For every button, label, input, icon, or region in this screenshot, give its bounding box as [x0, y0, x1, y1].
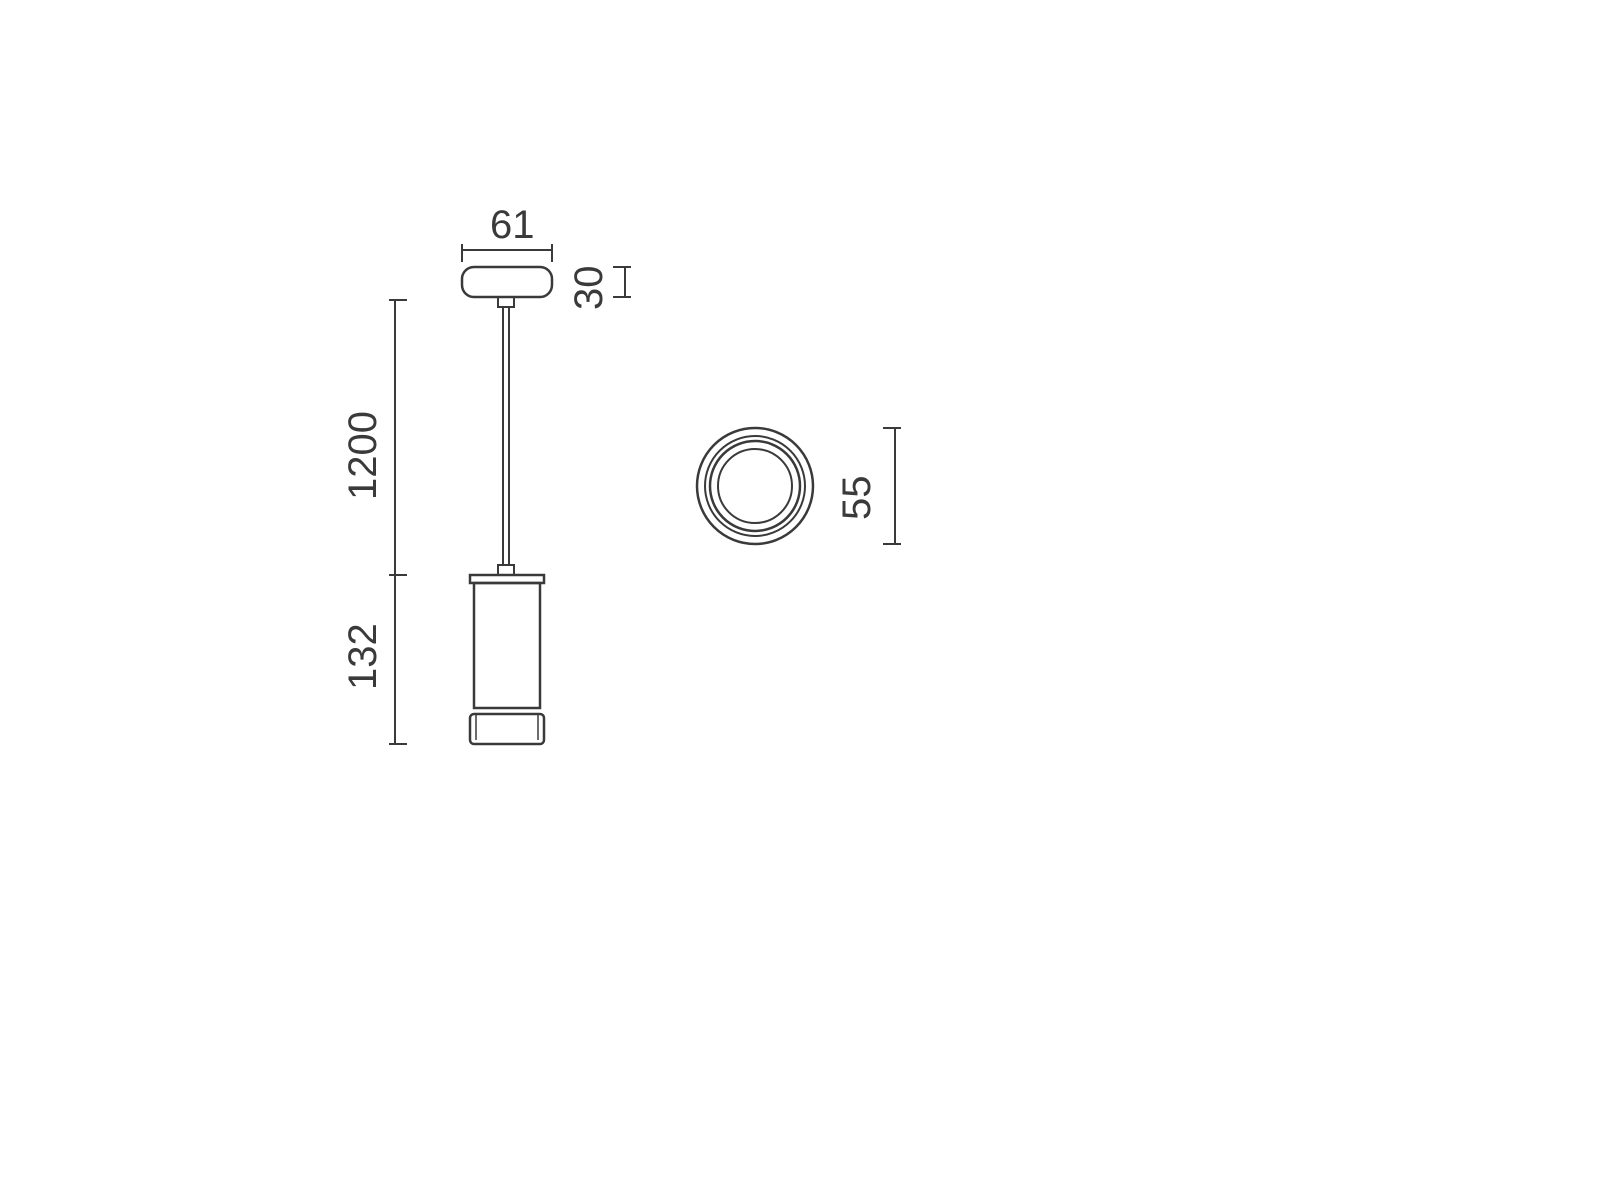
- body-main: [474, 583, 540, 708]
- dim-canopy-width: 61: [490, 203, 535, 247]
- ring-outer: [697, 428, 813, 544]
- canopy: [462, 267, 552, 297]
- cable-connector-bottom: [498, 565, 514, 575]
- dim-canopy-height: 30: [567, 266, 611, 311]
- dim-diameter: 55: [835, 476, 879, 521]
- dim-body-height: 132: [341, 623, 385, 690]
- cable-connector-top: [498, 297, 514, 307]
- body-bottom: [470, 714, 544, 744]
- technical-drawing: 61 30 1200 132 55: [0, 0, 1600, 1200]
- ring-3: [710, 441, 800, 531]
- ring-inner: [718, 449, 792, 523]
- dim-drop: 1200: [341, 411, 385, 500]
- ring-2: [705, 436, 805, 536]
